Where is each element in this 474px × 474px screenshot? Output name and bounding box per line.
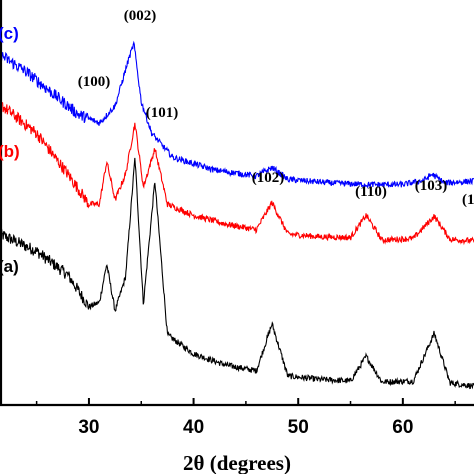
x-tick-label-50: 50 xyxy=(288,417,309,438)
peak-label-partial: (1 xyxy=(462,192,474,208)
peak-label-002: (002) xyxy=(124,8,157,24)
peak-label-103: (103) xyxy=(415,178,448,194)
series-label-b: (b) xyxy=(0,142,20,161)
x-tick-label-40: 40 xyxy=(183,417,204,438)
series-label-c: (c) xyxy=(0,24,19,43)
peak-label-110: (110) xyxy=(355,184,387,200)
peak-label-102: (102) xyxy=(252,170,285,186)
x-tick-label-60: 60 xyxy=(392,417,413,438)
series-layer xyxy=(0,40,474,390)
series-line-c xyxy=(0,40,474,189)
tick-layer: 30 40 50 60 xyxy=(35,398,456,438)
series-label-a: (a) xyxy=(0,257,19,276)
peak-label-101: (101) xyxy=(146,105,179,121)
series-line-b xyxy=(0,98,474,246)
x-tick-label-30: 30 xyxy=(78,417,99,438)
x-axis-title: 2θ (degrees) xyxy=(183,451,291,474)
peak-label-100: (100) xyxy=(78,74,111,90)
series-line-a xyxy=(0,157,474,390)
